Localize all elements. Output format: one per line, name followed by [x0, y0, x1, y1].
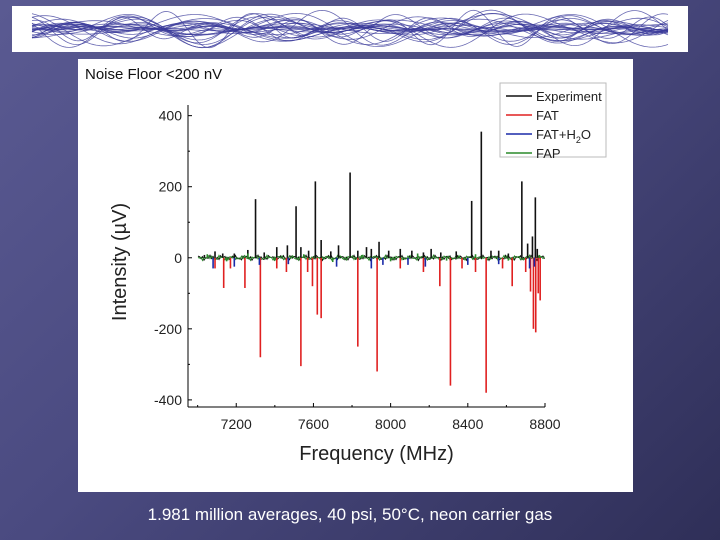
axis-labels: Frequency (MHz) Intensity (µV): [109, 203, 454, 465]
data-series: [197, 131, 545, 393]
legend-entry: FAP: [536, 146, 561, 161]
x-tick-label: 7200: [221, 416, 252, 432]
series-fat: [214, 257, 541, 393]
x-tick-label: 7600: [298, 416, 329, 432]
banner-wave-line: [31, 12, 669, 48]
banner-wave-line: [32, 19, 669, 39]
x-tick-label: 8400: [452, 416, 483, 432]
y-tick-label: 0: [174, 250, 182, 266]
axis-ticks: -400 -200 0 200 400 7200 7600 8000 8400 8800: [154, 108, 561, 432]
noise-floor-label: Noise Floor <200 nV: [85, 66, 223, 83]
series-fat-h2o: [212, 257, 536, 269]
series-experiment: [203, 131, 539, 258]
y-tick-label: -400: [154, 392, 182, 408]
x-axis-label: Frequency (MHz): [299, 443, 453, 465]
banner-wave-line: [31, 22, 668, 35]
y-tick-label: 400: [159, 108, 183, 124]
legend-entry: FAT+H2O: [536, 127, 591, 145]
x-tick-label: 8800: [529, 416, 560, 432]
series-fap: [206, 253, 541, 263]
banner-wave-pattern: [31, 9, 669, 49]
banner-wave-line: [31, 15, 669, 45]
legend-entry: FAT: [536, 108, 559, 123]
slide-caption: 1.981 million averages, 40 psi, 50°C, ne…: [147, 505, 553, 524]
banner-wave-line: [31, 13, 669, 46]
y-tick-label: 200: [159, 179, 183, 195]
y-tick-label: -200: [154, 321, 182, 337]
y-axis-label: Intensity (µV): [109, 203, 131, 321]
banner-wave-line: [31, 16, 669, 42]
axes: [187, 105, 545, 408]
banner-wave-line: [31, 23, 669, 36]
banner-wave-line: [31, 9, 669, 49]
banner-strip: [12, 6, 688, 52]
legend-entry: Experiment: [536, 89, 602, 104]
x-tick-label: 8000: [375, 416, 406, 432]
